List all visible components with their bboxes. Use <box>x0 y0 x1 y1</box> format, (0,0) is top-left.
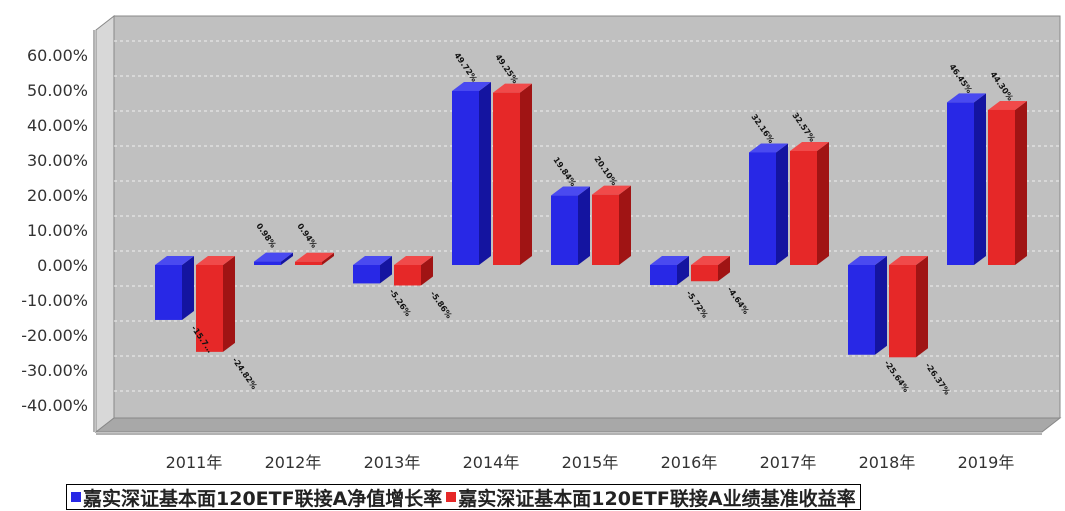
x-tick-label: 2015年 <box>562 453 619 472</box>
y-tick-label: 30.00% <box>27 151 88 170</box>
bar-nav-top <box>452 81 491 91</box>
bar-nav <box>551 195 578 265</box>
x-tick-label: 2013年 <box>364 453 421 472</box>
bar-benchmark-side <box>223 256 235 352</box>
bar-benchmark-top <box>493 83 532 93</box>
bar-benchmark-top <box>790 142 829 152</box>
bar-benchmark-side <box>322 252 334 265</box>
x-tick-label: 2019年 <box>958 453 1015 472</box>
bar-nav-side <box>281 252 293 265</box>
x-tick-label: 2018年 <box>859 453 916 472</box>
x-tick-label: 2016年 <box>661 453 718 472</box>
y-tick-label: -30.00% <box>21 361 88 380</box>
bar-benchmark <box>988 109 1015 265</box>
bar-benchmark <box>889 265 916 358</box>
y-tick-label: 60.00% <box>27 46 88 65</box>
y-tick-label: -10.00% <box>21 291 88 310</box>
y-tick-label: -20.00% <box>21 326 88 345</box>
bar-benchmark <box>394 265 421 286</box>
bar-nav-top <box>650 256 689 265</box>
bar-nav-top <box>551 186 590 196</box>
bar-benchmark-side <box>520 83 532 265</box>
bar-nav-side <box>578 186 590 265</box>
bar-benchmark-top <box>889 256 928 265</box>
y-tick-label: 40.00% <box>27 116 88 135</box>
bar-nav-side <box>974 93 986 265</box>
bar-nav <box>452 90 479 265</box>
bar-benchmark <box>691 265 718 282</box>
bar-nav-top <box>749 143 788 153</box>
x-tick-label: 2012年 <box>265 453 322 472</box>
x-tick-label: 2011年 <box>166 453 223 472</box>
plot-left-wall <box>95 14 115 434</box>
bar-benchmark-top <box>295 252 334 262</box>
y-tick-label: -40.00% <box>21 396 88 415</box>
bar-nav <box>650 265 677 286</box>
bar-nav-side <box>380 256 392 284</box>
bar-benchmark-side <box>421 256 433 286</box>
bar-benchmark <box>493 92 520 265</box>
bar-benchmark-side <box>817 142 829 265</box>
bar-benchmark <box>196 265 223 352</box>
bar-nav <box>254 261 281 265</box>
bar-benchmark-top <box>592 185 631 195</box>
bar-benchmark-top <box>691 256 730 265</box>
x-tick-label: 2014年 <box>463 453 520 472</box>
bar-benchmark-side <box>619 185 631 265</box>
bar-benchmark-top <box>196 256 235 265</box>
legend-swatch-blue <box>71 492 81 502</box>
bar-nav <box>947 102 974 265</box>
legend-label-benchmark: 嘉实深证基本面120ETF联接A业绩基准收益率 <box>458 487 856 510</box>
bar-nav <box>749 152 776 265</box>
bar-benchmark-side <box>718 256 730 282</box>
bar-benchmark <box>790 151 817 265</box>
bar-nav <box>848 265 875 355</box>
bar-nav-side <box>677 256 689 286</box>
bar-benchmark <box>592 194 619 265</box>
bar-nav-top <box>353 256 392 265</box>
legend-label-nav: 嘉实深证基本面120ETF联接A净值增长率 <box>83 487 443 510</box>
plot-floor <box>94 417 1062 433</box>
bar-benchmark-top <box>988 100 1027 110</box>
bar-nav-top <box>254 252 293 262</box>
legend-item-nav: 嘉实深证基本面120ETF联接A净值增长率 <box>71 484 442 511</box>
chart-svg: 60.00% 50.00% 40.00% 30.00% 20.00% 10.00% 0.00… <box>21 14 1062 472</box>
y-tick-label: 20.00% <box>27 186 88 205</box>
x-tick-label: 2017年 <box>760 453 817 472</box>
bar-nav-side <box>182 256 194 320</box>
bar-benchmark-side <box>1015 100 1027 265</box>
bar-nav-side <box>479 81 491 265</box>
legend-swatch-red <box>446 492 457 502</box>
bar-nav-side <box>875 256 887 355</box>
bar-nav-side <box>776 143 788 265</box>
bar-benchmark-side <box>916 256 928 358</box>
y-tick-label: 10.00% <box>27 221 88 240</box>
y-tick-label: 50.00% <box>27 81 88 100</box>
bar-nav <box>353 265 380 284</box>
bar-benchmark <box>295 261 322 265</box>
bar-nav-top <box>947 93 986 103</box>
y-tick-label: 0.00% <box>37 256 88 275</box>
bar-benchmark-top <box>394 256 433 265</box>
bar-nav-top <box>848 256 887 265</box>
legend-item-benchmark: 嘉实深证基本面120ETF联接A业绩基准收益率 <box>446 484 856 511</box>
bar-nav <box>155 265 182 320</box>
legend: 嘉实深证基本面120ETF联接A净值增长率 嘉实深证基本面120ETF联接A业绩… <box>66 484 861 510</box>
bar-nav-top <box>155 256 194 265</box>
